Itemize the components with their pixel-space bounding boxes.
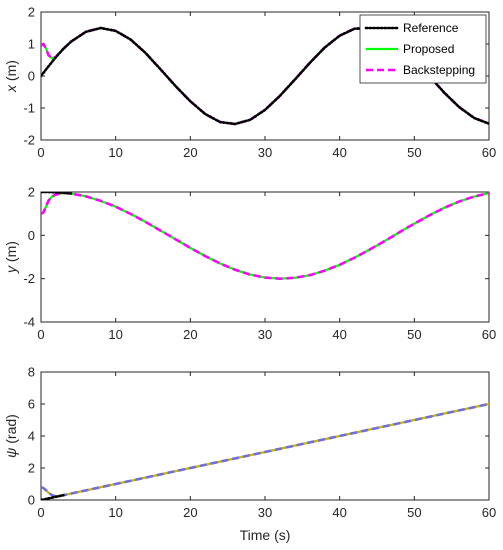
y-tick-label: 2: [28, 461, 35, 476]
y-axis-label-unit: (m): [3, 60, 19, 85]
legend-label-proposed: Proposed: [403, 42, 454, 56]
x-tick-label: 50: [407, 327, 421, 342]
legend-label-backstepping: Backstepping: [403, 63, 475, 77]
series-line-reference: [41, 493, 65, 500]
x-tick-label: 60: [482, 327, 496, 342]
x-tick-label: 0: [37, 145, 44, 160]
x-tick-label: 10: [108, 327, 122, 342]
x-tick-label: 50: [407, 505, 421, 520]
y-tick-label: -2: [23, 271, 35, 286]
y-tick-label: 4: [28, 429, 35, 444]
y-axis-label-variable: y: [3, 265, 19, 274]
x-tick-label: 60: [482, 505, 496, 520]
y-axis-label-variable: ψ: [3, 448, 19, 458]
y-axis-label: y (m): [3, 241, 19, 274]
y-tick-label: 2: [28, 5, 35, 20]
y-tick-label: -2: [23, 133, 35, 148]
x-tick-label: 20: [183, 327, 197, 342]
axes-box: [40, 371, 490, 501]
y-tick-label: 0: [28, 228, 35, 243]
y-tick-label: 2: [28, 185, 35, 200]
series-line-reference: [41, 192, 73, 195]
legend: Reference Proposed Backstepping: [359, 14, 487, 84]
legend-label-reference: Reference: [403, 21, 459, 35]
x-tick-label: 40: [332, 145, 346, 160]
x-tick-label: 30: [258, 505, 272, 520]
x-axis-label: Time (s): [240, 527, 291, 543]
y-tick-label: 8: [28, 365, 35, 380]
y-tick-label: 6: [28, 397, 35, 412]
x-tick-label: 10: [108, 505, 122, 520]
x-tick-label: 20: [183, 145, 197, 160]
x-tick-label: 10: [108, 145, 122, 160]
y-tick-label: -4: [23, 315, 35, 330]
x-tick-label: 30: [258, 327, 272, 342]
y-axis-label: x (m): [3, 60, 19, 93]
series-line-backstepping: [41, 192, 489, 280]
y-axis-label: ψ (rad): [3, 414, 19, 458]
x-tick-label: 50: [407, 145, 421, 160]
x-tick-label: 20: [183, 505, 197, 520]
x-tick-label: 60: [482, 145, 496, 160]
y-tick-label: -1: [23, 101, 35, 116]
y-tick-label: 0: [28, 493, 35, 508]
y-axis-label-unit: (rad): [3, 414, 19, 447]
x-tick-label: 0: [37, 505, 44, 520]
y-tick-label: 1: [28, 37, 35, 52]
y-axis-label-variable: x: [3, 84, 19, 93]
x-tick-label: 30: [258, 145, 272, 160]
y-tick-label: 0: [28, 69, 35, 84]
x-tick-label: 40: [332, 327, 346, 342]
x-tick-label: 40: [332, 505, 346, 520]
axes-box: [40, 191, 490, 323]
x-tick-label: 0: [37, 327, 44, 342]
y-axis-label-unit: (m): [3, 241, 19, 266]
